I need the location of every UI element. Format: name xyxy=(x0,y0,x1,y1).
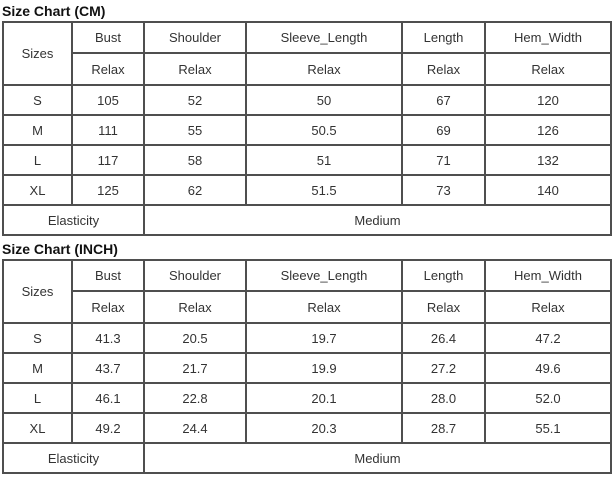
subheader-cell: Relax xyxy=(144,291,246,323)
value-cell: 41.3 xyxy=(72,323,144,353)
value-cell: 58 xyxy=(144,145,246,175)
header-cell-bust: Bust xyxy=(72,260,144,291)
subheader-cell: Relax xyxy=(246,291,402,323)
value-cell: 125 xyxy=(72,175,144,205)
value-cell: 120 xyxy=(485,85,611,115)
value-cell: 52.0 xyxy=(485,383,611,413)
value-cell: 21.7 xyxy=(144,353,246,383)
value-cell: 117 xyxy=(72,145,144,175)
value-cell: 55.1 xyxy=(485,413,611,443)
header-cell-hem_width: Hem_Width xyxy=(485,22,611,53)
size-chart-cm: Size Chart (CM) Sizes Bust Shoulder Sleeve_L… xyxy=(2,1,612,236)
value-cell: 20.3 xyxy=(246,413,402,443)
value-cell: 46.1 xyxy=(72,383,144,413)
value-cell: 24.4 xyxy=(144,413,246,443)
size-row-s: S 105 52 50 67 120 xyxy=(3,85,611,115)
size-cell: L xyxy=(3,383,72,413)
subheader-cell: Relax xyxy=(246,53,402,85)
elasticity-value-cell: Medium xyxy=(144,443,611,473)
header-cell-sleeve_length: Sleeve_Length xyxy=(246,260,402,291)
subheader-row: Relax Relax Relax Relax Relax xyxy=(3,53,611,85)
value-cell: 67 xyxy=(402,85,485,115)
size-cell: M xyxy=(3,115,72,145)
subheader-cell: Relax xyxy=(485,291,611,323)
value-cell: 28.0 xyxy=(402,383,485,413)
value-cell: 19.7 xyxy=(246,323,402,353)
value-cell: 105 xyxy=(72,85,144,115)
size-row-l: L 46.1 22.8 20.1 28.0 52.0 xyxy=(3,383,611,413)
elasticity-value-cell: Medium xyxy=(144,205,611,235)
value-cell: 26.4 xyxy=(402,323,485,353)
header-cell-bust: Bust xyxy=(72,22,144,53)
subheader-cell: Relax xyxy=(72,291,144,323)
table-body: Sizes Bust Shoulder Sleeve_Length Length Hem_… xyxy=(3,22,611,235)
value-cell: 132 xyxy=(485,145,611,175)
size-cell: M xyxy=(3,353,72,383)
value-cell: 71 xyxy=(402,145,485,175)
value-cell: 52 xyxy=(144,85,246,115)
size-cell: S xyxy=(3,323,72,353)
size-row-xl: XL 125 62 51.5 73 140 xyxy=(3,175,611,205)
header-cell-sleeve_length: Sleeve_Length xyxy=(246,22,402,53)
value-cell: 69 xyxy=(402,115,485,145)
subheader-cell: Relax xyxy=(144,53,246,85)
value-cell: 140 xyxy=(485,175,611,205)
size-row-m: M 111 55 50.5 69 126 xyxy=(3,115,611,145)
chart-title-cm: Size Chart (CM) xyxy=(2,3,106,19)
value-cell: 49.6 xyxy=(485,353,611,383)
value-cell: 19.9 xyxy=(246,353,402,383)
size-cell: XL xyxy=(3,413,72,443)
value-cell: 20.5 xyxy=(144,323,246,353)
subheader-cell: Relax xyxy=(72,53,144,85)
header-cell-shoulder: Shoulder xyxy=(144,22,246,53)
subheader-row: Relax Relax Relax Relax Relax xyxy=(3,291,611,323)
size-cell: XL xyxy=(3,175,72,205)
size-row-xl: XL 49.2 24.4 20.3 28.7 55.1 xyxy=(3,413,611,443)
value-cell: 51 xyxy=(246,145,402,175)
value-cell: 51.5 xyxy=(246,175,402,205)
sizes-corner-cell: Sizes xyxy=(3,22,72,85)
subheader-cell: Relax xyxy=(402,291,485,323)
subheader-cell: Relax xyxy=(485,53,611,85)
value-cell: 126 xyxy=(485,115,611,145)
value-cell: 50.5 xyxy=(246,115,402,145)
value-cell: 62 xyxy=(144,175,246,205)
elasticity-label-cell: Elasticity xyxy=(3,205,144,235)
value-cell: 50 xyxy=(246,85,402,115)
table-body: Sizes Bust Shoulder Sleeve_Length Length Hem_… xyxy=(3,260,611,473)
header-cell-length: Length xyxy=(402,22,485,53)
value-cell: 111 xyxy=(72,115,144,145)
size-table-inch: Sizes Bust Shoulder Sleeve_Length Length Hem_… xyxy=(2,259,612,474)
value-cell: 27.2 xyxy=(402,353,485,383)
size-cell: S xyxy=(3,85,72,115)
value-cell: 49.2 xyxy=(72,413,144,443)
header-row: Sizes Bust Shoulder Sleeve_Length Length Hem_… xyxy=(3,260,611,323)
subheader-cell: Relax xyxy=(402,53,485,85)
value-cell: 22.8 xyxy=(144,383,246,413)
elasticity-label-cell: Elasticity xyxy=(3,443,144,473)
size-row-s: S 41.3 20.5 19.7 26.4 47.2 xyxy=(3,323,611,353)
value-cell: 73 xyxy=(402,175,485,205)
size-row-l: L 117 58 51 71 132 xyxy=(3,145,611,175)
value-cell: 43.7 xyxy=(72,353,144,383)
header-cell-shoulder: Shoulder xyxy=(144,260,246,291)
header-cell-hem_width: Hem_Width xyxy=(485,260,611,291)
header-cell-length: Length xyxy=(402,260,485,291)
value-cell: 28.7 xyxy=(402,413,485,443)
sizes-corner-cell: Sizes xyxy=(3,260,72,323)
size-charts-container: Size Chart (CM) Sizes Bust Shoulder Sleeve_L… xyxy=(2,1,612,474)
value-cell: 55 xyxy=(144,115,246,145)
value-cell: 47.2 xyxy=(485,323,611,353)
size-chart-inch: Size Chart (INCH) Sizes Bust Shoulder Sleeve… xyxy=(2,236,612,474)
size-row-m: M 43.7 21.7 19.9 27.2 49.6 xyxy=(3,353,611,383)
value-cell: 20.1 xyxy=(246,383,402,413)
elasticity-row: Elasticity Medium xyxy=(3,205,611,235)
chart-title-inch: Size Chart (INCH) xyxy=(2,241,118,257)
elasticity-row: Elasticity Medium xyxy=(3,443,611,473)
size-table-cm: Sizes Bust Shoulder Sleeve_Length Length Hem_… xyxy=(2,21,612,236)
header-row: Sizes Bust Shoulder Sleeve_Length Length Hem_… xyxy=(3,22,611,85)
size-cell: L xyxy=(3,145,72,175)
